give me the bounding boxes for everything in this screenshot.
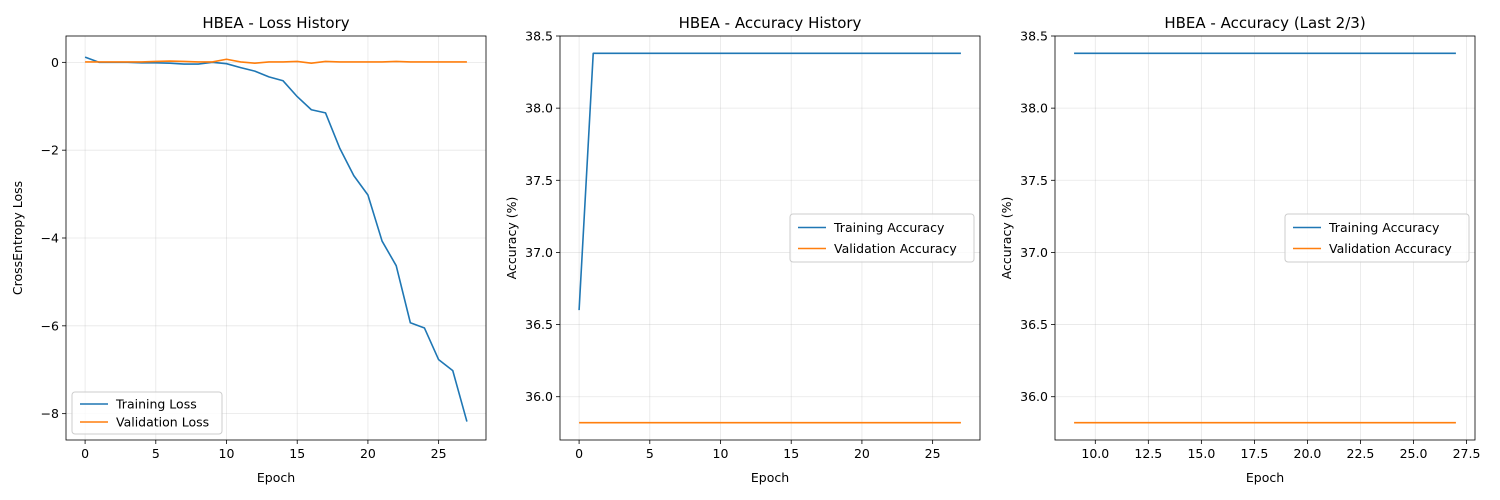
legend-entry-label: Training Accuracy xyxy=(833,220,945,235)
x-tick-label: 10.0 xyxy=(1081,446,1109,461)
y-axis-label: CrossEntropy Loss xyxy=(10,181,25,295)
y-tick-label: 37.5 xyxy=(525,173,553,188)
x-tick-label: 10 xyxy=(713,446,729,461)
axes-frame xyxy=(1054,35,1476,441)
chart-title: HBEA - Accuracy (Last 2/3) xyxy=(1164,14,1365,32)
x-tick-label: 22.5 xyxy=(1347,446,1375,461)
x-tick-label: 0 xyxy=(81,446,89,461)
x-tick-label: 5 xyxy=(646,446,654,461)
y-tick-label: 36.0 xyxy=(1020,389,1048,404)
y-tick-label: −4 xyxy=(41,231,59,246)
y-tick-label: 38.0 xyxy=(525,101,553,116)
x-tick-label: 10 xyxy=(219,446,235,461)
y-tick-label: 38.5 xyxy=(1020,29,1048,44)
legend-frame xyxy=(71,391,223,435)
x-tick-label: 5 xyxy=(152,446,160,461)
y-axis-label: Accuracy (%) xyxy=(504,197,519,280)
x-tick-label: 20.0 xyxy=(1294,446,1322,461)
x-tick-label: 20 xyxy=(360,446,376,461)
x-tick-label: 15 xyxy=(783,446,799,461)
legend-frame xyxy=(1284,213,1470,263)
legend-entry-label: Validation Accuracy xyxy=(1329,241,1452,256)
x-tick-label: 20 xyxy=(854,446,870,461)
x-tick-label: 25 xyxy=(431,446,447,461)
y-tick-label: −2 xyxy=(41,143,59,158)
legend-entry-label: Validation Accuracy xyxy=(834,241,957,256)
y-tick-label: 38.0 xyxy=(1020,101,1048,116)
x-axis-label: Epoch xyxy=(1246,470,1284,485)
legend: Training Accuracy Validation Accuracy xyxy=(1284,213,1470,263)
y-tick-label: 37.0 xyxy=(525,245,553,260)
legend-entry-label: Training Accuracy xyxy=(1328,220,1440,235)
subplot-3: 10.0 12.5 15.0 17.5 20.0 22.5 25.0 27.5 36.0 36.5… xyxy=(999,14,1480,485)
chart-title: HBEA - Accuracy History xyxy=(679,14,862,32)
x-tick-label: 27.5 xyxy=(1453,446,1481,461)
y-tick-label: 37.0 xyxy=(1020,245,1048,260)
y-tick-label: 36.0 xyxy=(525,389,553,404)
legend: Training Accuracy Validation Accuracy xyxy=(789,213,975,263)
x-tick-label: 15 xyxy=(289,446,305,461)
subplot-1: 0 5 10 15 20 25 0 −2 −4 −6 −8 HBEA - Loss History Ep… xyxy=(10,14,487,485)
series-line-training xyxy=(84,56,468,422)
y-tick-label: 36.5 xyxy=(1020,317,1048,332)
x-axis-label: Epoch xyxy=(751,470,789,485)
legend-frame xyxy=(789,213,975,263)
x-tick-label: 15.0 xyxy=(1187,446,1215,461)
axes-frame xyxy=(559,35,981,441)
y-tick-label: 0 xyxy=(51,55,59,70)
y-tick-label: 36.5 xyxy=(525,317,553,332)
y-axis-label: Accuracy (%) xyxy=(999,197,1014,280)
y-tick-label: −8 xyxy=(41,406,59,421)
legend-entry-label: Validation Loss xyxy=(116,415,209,430)
x-tick-label: 0 xyxy=(575,446,583,461)
subplot-2: 0 5 10 15 20 25 36.0 36.5 37.0 37.5 38.0 38.5 HBEA -… xyxy=(504,14,981,485)
x-tick-label: 25 xyxy=(925,446,941,461)
x-tick-label: 17.5 xyxy=(1240,446,1268,461)
series-line-validation xyxy=(85,58,467,65)
y-tick-label: 38.5 xyxy=(525,29,553,44)
x-tick-label: 12.5 xyxy=(1134,446,1162,461)
legend-entry-label: Training Loss xyxy=(115,397,197,412)
chart-title: HBEA - Loss History xyxy=(202,14,349,32)
x-tick-label: 25.0 xyxy=(1400,446,1428,461)
series-line-training xyxy=(578,52,961,311)
x-axis-label: Epoch xyxy=(257,470,295,485)
legend: Training Loss Validation Loss xyxy=(71,391,223,435)
y-tick-label: 37.5 xyxy=(1020,173,1048,188)
y-tick-label: −6 xyxy=(41,318,59,333)
